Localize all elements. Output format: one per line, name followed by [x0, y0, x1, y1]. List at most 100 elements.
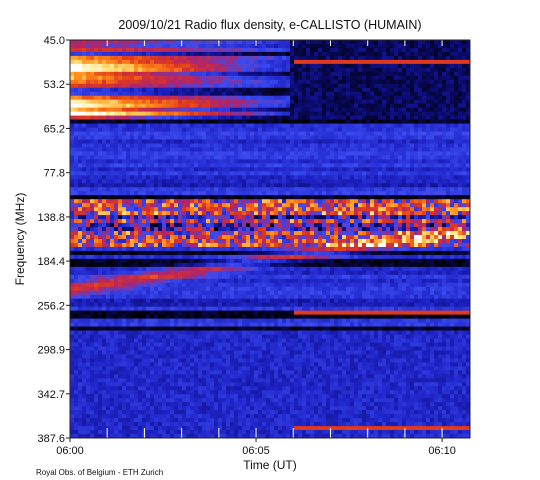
heatmap-cell: [214, 163, 219, 168]
heatmap-cell: [202, 67, 207, 73]
heatmap-cell: [130, 231, 135, 236]
heatmap-cell: [390, 51, 395, 57]
heatmap-cell: [246, 67, 251, 73]
heatmap-cell: [254, 139, 259, 144]
heatmap-cell: [258, 95, 263, 100]
heatmap-cell: [182, 143, 187, 148]
heatmap-cell: [358, 211, 363, 216]
heatmap-cell: [366, 83, 371, 89]
heatmap-cell: [278, 199, 283, 204]
heatmap-cell: [94, 235, 99, 240]
heatmap-cell: [334, 195, 339, 200]
heatmap-cell: [130, 111, 135, 116]
heatmap-cell: [210, 139, 215, 144]
heatmap-cell: [274, 83, 279, 89]
heatmap-cell: [462, 175, 467, 180]
heatmap-cell: [126, 99, 131, 104]
heatmap-cell: [254, 203, 259, 208]
heatmap-cell: [154, 139, 159, 144]
heatmap-cell: [130, 195, 135, 200]
heatmap-cell: [106, 67, 111, 73]
heatmap-cell: [98, 183, 103, 188]
heatmap-cell: [258, 183, 263, 188]
heatmap-cell: [422, 131, 427, 136]
heatmap-cell: [74, 87, 79, 93]
heatmap-cell: [214, 203, 219, 208]
heatmap-cell: [206, 199, 211, 204]
heatmap-cell: [234, 59, 239, 65]
heatmap-cell: [82, 143, 87, 148]
heatmap-cell: [234, 40, 239, 45]
heatmap-cell: [254, 163, 259, 168]
heatmap-cell: [462, 40, 467, 45]
heatmap-cell: [102, 147, 107, 152]
heatmap-cell: [166, 63, 171, 69]
heatmap-cell: [286, 127, 291, 132]
heatmap-cell: [126, 87, 131, 93]
heatmap-cell: [110, 223, 115, 228]
heatmap-cell: [446, 119, 451, 124]
heatmap-cell: [82, 63, 87, 69]
heatmap-cell: [326, 147, 331, 152]
heatmap-cell: [102, 203, 107, 208]
heatmap-cell: [406, 235, 411, 240]
heatmap-cell: [130, 71, 135, 77]
heatmap-cell: [426, 203, 431, 208]
heatmap-cell: [398, 123, 403, 128]
heatmap-cell: [230, 51, 235, 57]
heatmap-cell: [254, 235, 259, 240]
heatmap-cell: [206, 135, 211, 140]
heatmap-cell: [262, 143, 267, 148]
heatmap-cell: [126, 187, 131, 192]
heatmap-cell: [106, 143, 111, 148]
heatmap-cell: [402, 223, 407, 228]
heatmap-cell: [410, 163, 415, 168]
heatmap-cell: [218, 235, 223, 240]
heatmap-cell: [302, 127, 307, 132]
heatmap-cell: [222, 47, 227, 53]
heatmap-cell: [70, 75, 75, 81]
heatmap-cell: [274, 55, 279, 61]
heatmap-cell: [78, 235, 83, 240]
heatmap-cell: [210, 83, 215, 89]
heatmap-cell: [230, 99, 235, 104]
heatmap-cell: [110, 131, 115, 136]
heatmap-cell: [418, 87, 423, 93]
heatmap-cell: [166, 71, 171, 77]
heatmap-cell: [174, 207, 179, 212]
heatmap-cell: [126, 63, 131, 69]
heatmap-cell: [330, 83, 335, 89]
heatmap-cell: [382, 195, 387, 200]
heatmap-cell: [406, 40, 411, 45]
heatmap-cell: [246, 111, 251, 116]
heatmap-cell: [122, 107, 127, 112]
heatmap-cell: [82, 40, 87, 45]
heatmap-cell: [146, 123, 151, 128]
heatmap-cell: [254, 119, 259, 124]
heatmap-cell: [330, 191, 335, 196]
heatmap-cell: [154, 131, 159, 136]
heatmap-cell: [218, 199, 223, 204]
heatmap-cell: [310, 147, 315, 152]
heatmap-cell: [286, 147, 291, 152]
heatmap-cell: [178, 79, 183, 85]
heatmap-cell: [210, 91, 215, 97]
heatmap-cell: [394, 175, 399, 180]
heatmap-cell: [350, 95, 355, 100]
heatmap-cell: [210, 223, 215, 228]
heatmap-cell: [70, 163, 75, 168]
heatmap-cell: [194, 59, 199, 65]
heatmap-cell: [338, 159, 343, 164]
heatmap-cell: [158, 115, 163, 120]
heatmap-cell: [310, 87, 315, 93]
heatmap-cell: [454, 187, 459, 192]
heatmap-cell: [462, 99, 467, 104]
heatmap-cell: [110, 151, 115, 156]
heatmap-cell: [122, 103, 127, 108]
heatmap-cell: [126, 179, 131, 184]
heatmap-cell: [74, 71, 79, 77]
heatmap-cell: [90, 147, 95, 152]
heatmap-cell: [426, 87, 431, 93]
heatmap-cell: [70, 59, 75, 65]
heatmap-cell: [434, 191, 439, 196]
